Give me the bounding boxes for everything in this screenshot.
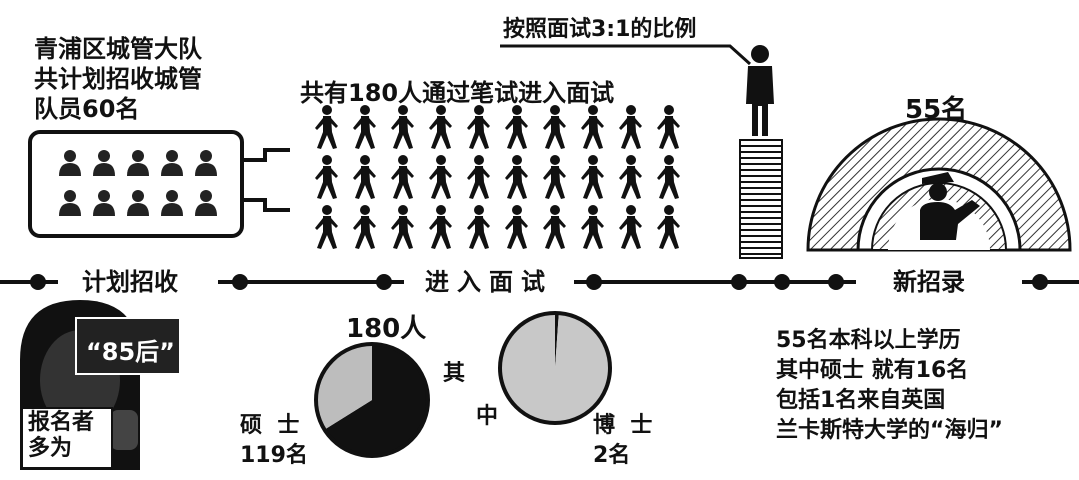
ratio-callout xyxy=(500,44,774,136)
masters-pie-chart xyxy=(314,342,430,458)
plan-box xyxy=(28,130,290,238)
hire-note-2: 其中硕士 就有16名 xyxy=(776,358,969,383)
interview-total: 180人 xyxy=(346,314,427,344)
interview-stage-label: 进入面试 xyxy=(425,268,553,296)
pie-outline xyxy=(314,342,430,458)
phd-count: 2名 xyxy=(593,443,631,468)
plan-line-3: 队员60名 xyxy=(34,95,140,123)
hire-circle-label: 55名 xyxy=(905,95,968,125)
plan-line-2: 共计划招收城管 xyxy=(34,65,202,93)
pie-slice-硕士 xyxy=(324,344,429,456)
plan-line-1: 青浦区城管大队 xyxy=(34,35,202,63)
interview-heading: 共有180人通过笔试进入面试 xyxy=(300,79,615,107)
city-officer-icon xyxy=(920,172,980,240)
runner-icon-grid xyxy=(315,105,680,249)
sign-plate xyxy=(21,407,113,469)
masters-count: 119名 xyxy=(240,443,308,468)
bubble-box xyxy=(75,317,181,375)
ratio-text: 按照面试3:1的比例 xyxy=(503,17,697,42)
hire-note-4: 兰卡斯特大学的“海归” xyxy=(776,418,1003,443)
sign-line-1: 报名者 xyxy=(28,410,95,435)
plan-stage-label: 计划招收 xyxy=(82,268,178,296)
hire-note-1: 55名本科以上学历 xyxy=(776,328,961,353)
bubble-text: “85后” xyxy=(86,338,175,366)
pie-slice-博士 xyxy=(555,313,559,368)
phd-pie-chart xyxy=(498,311,612,425)
phd-label: 博 士 xyxy=(593,413,653,438)
masters-label: 硕 士 xyxy=(240,413,300,438)
among-char-2: 中 xyxy=(476,404,499,429)
among-char-1: 其 xyxy=(443,361,466,386)
sign-line-2: 多为 xyxy=(28,436,73,461)
pie-slice-other xyxy=(500,313,611,423)
podium-stack-icon xyxy=(739,139,783,259)
hire-note-3: 包括1名来自英国 xyxy=(776,388,946,413)
pie-outline xyxy=(498,311,612,425)
hire-stage-label: 新招录 xyxy=(893,268,965,296)
